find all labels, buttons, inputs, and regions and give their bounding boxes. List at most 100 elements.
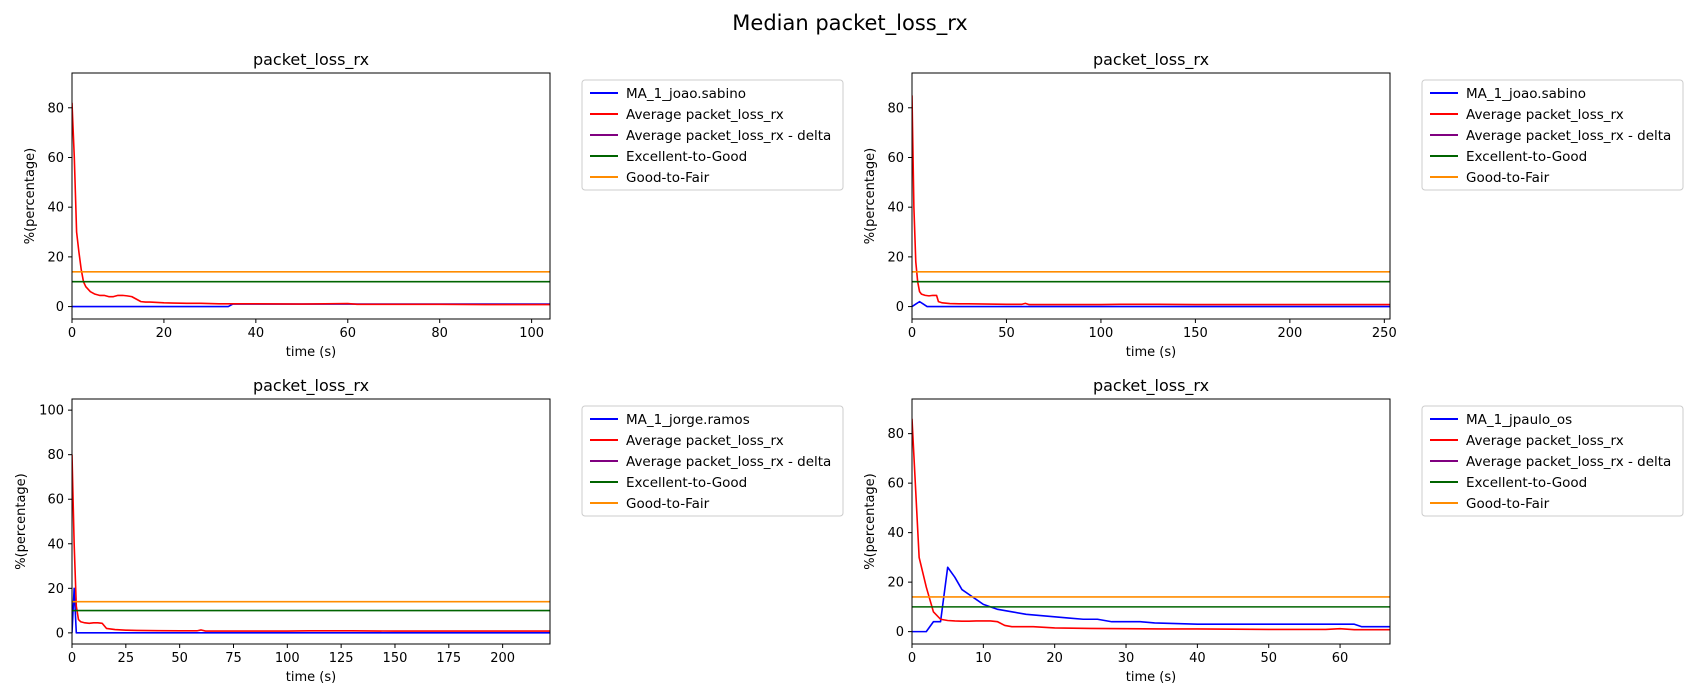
- x-tick-label: 125: [329, 651, 354, 666]
- y-tick-label: 40: [887, 201, 904, 216]
- x-axis-label: time (s): [1126, 345, 1176, 360]
- x-tick-label: 100: [275, 651, 300, 666]
- legend-label: Average packet_loss_rx: [626, 107, 784, 123]
- legend-label: Average packet_loss_rx: [1466, 433, 1624, 449]
- series-group: [912, 95, 1390, 308]
- x-tick-label: 80: [431, 326, 448, 341]
- series-line-1: [912, 566, 1390, 633]
- y-tick-label: 60: [47, 151, 64, 166]
- y-tick-label: 40: [887, 526, 904, 541]
- series-line-2: [72, 454, 550, 632]
- legend-label: Excellent-to-Good: [1466, 475, 1587, 491]
- subplot-2: packet_loss_rx 0 50 100 150 200 250 0 20 40 60 80 ti…: [863, 50, 1684, 360]
- y-tick-label: 60: [887, 151, 904, 166]
- x-tick-label: 60: [339, 326, 356, 341]
- x-tick-label: 50: [998, 326, 1015, 341]
- legend-label: MA_1_jorge.ramos: [626, 412, 750, 428]
- x-axis-label: time (s): [1126, 670, 1176, 685]
- y-tick-label: 80: [47, 448, 64, 463]
- x-tick-label: 50: [171, 651, 188, 666]
- legend-label: Average packet_loss_rx - delta: [626, 128, 831, 144]
- y-tick-label: 0: [56, 626, 64, 641]
- x-tick-label: 30: [1118, 651, 1135, 666]
- legend-label: MA_1_jpaulo_os: [1466, 412, 1572, 428]
- y-axis-label: %(percentage): [23, 148, 38, 245]
- plot-frame: [71, 398, 551, 645]
- series-line-2: [912, 418, 1390, 631]
- legend-label: Good-to-Fair: [1466, 496, 1550, 512]
- plot-frame: [911, 72, 1391, 320]
- subplot-4: packet_loss_rx 0 10 20 30 40 50 60 0 20 40 60 80 time…: [863, 376, 1684, 685]
- y-tick-label: 20: [47, 250, 64, 265]
- x-tick-label: 250: [1372, 326, 1397, 341]
- legend-label: Average packet_loss_rx: [626, 433, 784, 449]
- series-line-1: [72, 587, 550, 634]
- x-tick-label: 0: [68, 326, 76, 341]
- legend-label: Average packet_loss_rx: [1466, 107, 1624, 123]
- figure-title: Median packet_loss_rx: [732, 11, 967, 36]
- x-tick-label: 200: [490, 651, 515, 666]
- x-axis-label: time (s): [286, 670, 336, 685]
- legend-box: [581, 79, 844, 191]
- x-tick-label: 200: [1277, 326, 1302, 341]
- y-axis-label: %(percentage): [14, 473, 29, 570]
- x-tick-label: 150: [383, 651, 408, 666]
- legend-box: [1421, 79, 1684, 191]
- y-tick-label: 0: [896, 300, 904, 315]
- subplots-grid: packet_loss_rx0 20 40 60 80 100020406080time …: [14, 50, 1684, 685]
- x-tick-label: 150: [1183, 326, 1208, 341]
- y-tick-label: 0: [56, 300, 64, 315]
- subplot-1: packet_loss_rx 0 20 40 60 80 100 0 20 40 60 80 time …: [23, 50, 844, 360]
- legend-label: Excellent-to-Good: [626, 149, 747, 165]
- legend-label: Average packet_loss_rx - delta: [1466, 454, 1671, 470]
- x-tick-label: 60: [1332, 651, 1349, 666]
- x-tick-label: 10: [975, 651, 992, 666]
- x-tick-label: 40: [248, 326, 265, 341]
- x-tick-label: 25: [118, 651, 135, 666]
- legend-label: Good-to-Fair: [626, 170, 710, 186]
- legend-label: Excellent-to-Good: [626, 475, 747, 491]
- x-tick-label: 100: [1089, 326, 1114, 341]
- legend-label: Excellent-to-Good: [1466, 149, 1587, 165]
- legend-label: Average packet_loss_rx - delta: [626, 454, 831, 470]
- axes-title: packet_loss_rx: [253, 50, 369, 70]
- y-tick-label: 20: [887, 250, 904, 265]
- axes-title: packet_loss_rx: [253, 376, 369, 396]
- legend-label: MA_1_joao.sabino: [626, 86, 746, 102]
- legend-label: Good-to-Fair: [626, 496, 710, 512]
- legend-box: [1421, 405, 1684, 517]
- legend-box: [581, 405, 844, 517]
- x-tick-label: 20: [156, 326, 173, 341]
- y-axis-label: %(percentage): [863, 473, 878, 570]
- series-group: [912, 418, 1390, 633]
- y-tick-label: 40: [47, 537, 64, 552]
- series-group: [72, 454, 550, 634]
- axes-title: packet_loss_rx: [1093, 50, 1209, 70]
- x-axis-label: time (s): [286, 345, 336, 360]
- legend-label: Good-to-Fair: [1466, 170, 1550, 186]
- legend-label: MA_1_joao.sabino: [1466, 86, 1586, 102]
- y-tick-label: 0: [896, 625, 904, 640]
- subplot-3: packet_loss_rx 0 25 50 75 100 125 150 175 200 0 20 4…: [14, 376, 844, 685]
- x-tick-label: 0: [908, 326, 916, 341]
- y-tick-label: 20: [47, 582, 64, 597]
- x-tick-label: 175: [436, 651, 461, 666]
- x-tick-label: 0: [908, 651, 916, 666]
- y-tick-label: 100: [39, 404, 64, 419]
- plot-frame: [71, 72, 551, 320]
- y-axis-label: %(percentage): [863, 148, 878, 245]
- y-tick-label: 60: [47, 493, 64, 508]
- series-group: [72, 102, 550, 308]
- y-tick-label: 80: [887, 101, 904, 116]
- series-line-1: [912, 300, 1390, 308]
- series-line-2: [912, 95, 1390, 306]
- y-tick-label: 80: [887, 427, 904, 442]
- axes-title: packet_loss_rx: [1093, 376, 1209, 396]
- y-tick-label: 20: [887, 576, 904, 591]
- plot-frame: [911, 398, 1391, 645]
- x-tick-label: 100: [519, 326, 544, 341]
- x-tick-label: 40: [1189, 651, 1206, 666]
- y-tick-label: 60: [887, 477, 904, 492]
- y-tick-label: 40: [47, 201, 64, 216]
